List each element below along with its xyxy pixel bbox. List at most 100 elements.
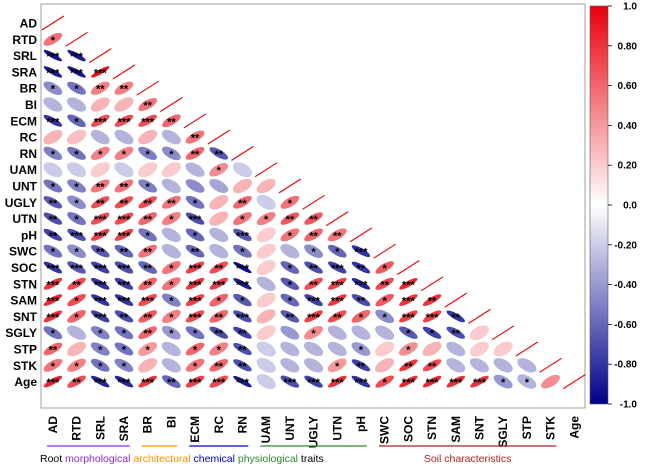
corr-cell-ph-utn (327, 228, 347, 242)
corr-cell-stk-ad (43, 358, 63, 372)
sig-label: *** (355, 377, 369, 389)
sig-label: * (74, 296, 79, 308)
corr-cell-ugly-rc (209, 195, 229, 210)
sig-label: *** (189, 263, 203, 275)
sig-label: ** (143, 263, 152, 275)
corr-cell-stp-br (138, 342, 158, 356)
corr-cell-sra-rtd (67, 66, 86, 78)
row-label-bi: BI (25, 98, 37, 112)
color-scale: 1.0 0.80 0.60 0.40 0.20 0.0 -0.20 -0.40 -0.60 -0.… (589, 2, 638, 411)
legend-morphological-label: morphological (65, 453, 133, 465)
corr-cell-ugly-srl (90, 196, 110, 209)
corr-cell-sgly-utn (327, 325, 347, 340)
sig-label: ** (49, 345, 58, 357)
sig-label: ** (451, 312, 460, 324)
sig-label: * (193, 230, 198, 242)
sig-label: ** (191, 149, 200, 161)
sig-label: ** (143, 279, 152, 291)
corr-cell-ugly-uam (256, 194, 276, 210)
corr-cell-sgly-ecm (185, 326, 205, 340)
legend-soil-label: Soil characteristics (424, 453, 512, 465)
corr-cell-swc-ad (43, 244, 63, 258)
corr-cell-ph-rtd (67, 228, 86, 241)
corr-cell-uam-srl (90, 162, 110, 178)
sig-label: ** (428, 296, 437, 308)
row-label-snt: SNT (13, 310, 38, 324)
corr-cell-stk-rtd (67, 358, 86, 372)
corr-cell-age-stk (541, 374, 560, 389)
sig-label: * (430, 328, 435, 340)
sig-label: *** (70, 67, 84, 79)
corr-cell-snt-ecm (185, 310, 205, 323)
corr-cell-ugly-rn (233, 195, 252, 209)
corr-cell-ph-br (138, 228, 157, 242)
corr-cell-age-rc (209, 375, 229, 388)
diagonal-mark-swc (373, 243, 396, 259)
sig-label: *** (189, 296, 203, 308)
row-label-uam: UAM (10, 163, 37, 177)
corr-cell-utn-ugly (304, 212, 323, 225)
corr-cell-age-stn (422, 375, 442, 388)
corr-cell-sgly-sam (446, 326, 466, 339)
row-label-ad: AD (20, 17, 38, 31)
sig-label: *** (46, 51, 60, 63)
row-label-utn: UTN (12, 212, 37, 226)
sig-label: * (122, 328, 127, 340)
sig-label: *** (189, 279, 203, 291)
sig-label: * (51, 361, 56, 373)
sig-label: ** (143, 198, 152, 210)
sig-label: ** (309, 279, 318, 291)
col-label-sam: SAM (449, 416, 463, 443)
corr-cell-age-sra (114, 375, 134, 388)
corr-cell-utn-rtd (67, 212, 86, 226)
corr-cell-snt-rc (209, 310, 229, 323)
sig-label: * (288, 198, 293, 210)
corr-cell-rn-bi (161, 146, 181, 161)
corr-cell-utn-rn (233, 212, 252, 226)
col-label-rn: RN (235, 416, 249, 433)
sig-label: *** (189, 312, 203, 324)
sig-label: ** (167, 116, 176, 128)
corr-cell-ph-uam (256, 227, 276, 243)
diagonal-mark-soc (397, 260, 420, 275)
sig-label: *** (118, 214, 132, 226)
corr-cell-swc-rn (233, 244, 252, 258)
corr-cell-snt-ad (43, 310, 63, 323)
corr-cell-sgly-unt (280, 325, 300, 340)
corr-cell-bi-br (138, 98, 157, 111)
sig-label: *** (331, 377, 345, 389)
sig-label: *** (94, 377, 108, 389)
sig-label: * (169, 328, 174, 340)
sig-label: * (51, 182, 56, 194)
legend-physiological-label: physiological (238, 453, 301, 465)
corr-cell-rc-bi (161, 129, 181, 145)
diagonal-mark-srl (88, 48, 112, 64)
diagonal-mark-age (562, 374, 586, 390)
corr-cell-uam-bi (161, 162, 181, 178)
corr-cell-soc-ad (43, 261, 63, 274)
sig-label: ** (309, 214, 318, 226)
corr-cell-snt-bi (161, 309, 181, 323)
sig-label: * (146, 345, 151, 357)
sig-label: ** (238, 345, 247, 357)
color-scale-bar (589, 5, 609, 405)
sig-label: ** (143, 214, 152, 226)
corr-cell-sam-sra (114, 294, 134, 306)
sig-label: *** (402, 279, 416, 291)
corr-cell-stk-sgly (493, 358, 513, 373)
corr-cell-sgly-ad (43, 326, 63, 340)
scale-tick-label: 0.20 (618, 161, 638, 172)
corr-cell-snt-srl (91, 310, 110, 323)
sig-label: * (311, 247, 316, 259)
sig-label: * (240, 247, 245, 259)
corr-cell-soc-rc (209, 261, 229, 274)
corr-cell-utn-bi (161, 212, 181, 226)
sig-label: *** (94, 263, 108, 275)
corr-cell-ph-srl (91, 228, 110, 241)
sig-label: *** (141, 296, 155, 308)
corr-cell-sam-utn (328, 294, 347, 306)
sig-label: * (264, 214, 269, 226)
diagonal-mark-snt (468, 308, 491, 324)
corr-cell-unt-srl (90, 179, 110, 193)
corr-cell-ugly-bi (162, 195, 181, 209)
